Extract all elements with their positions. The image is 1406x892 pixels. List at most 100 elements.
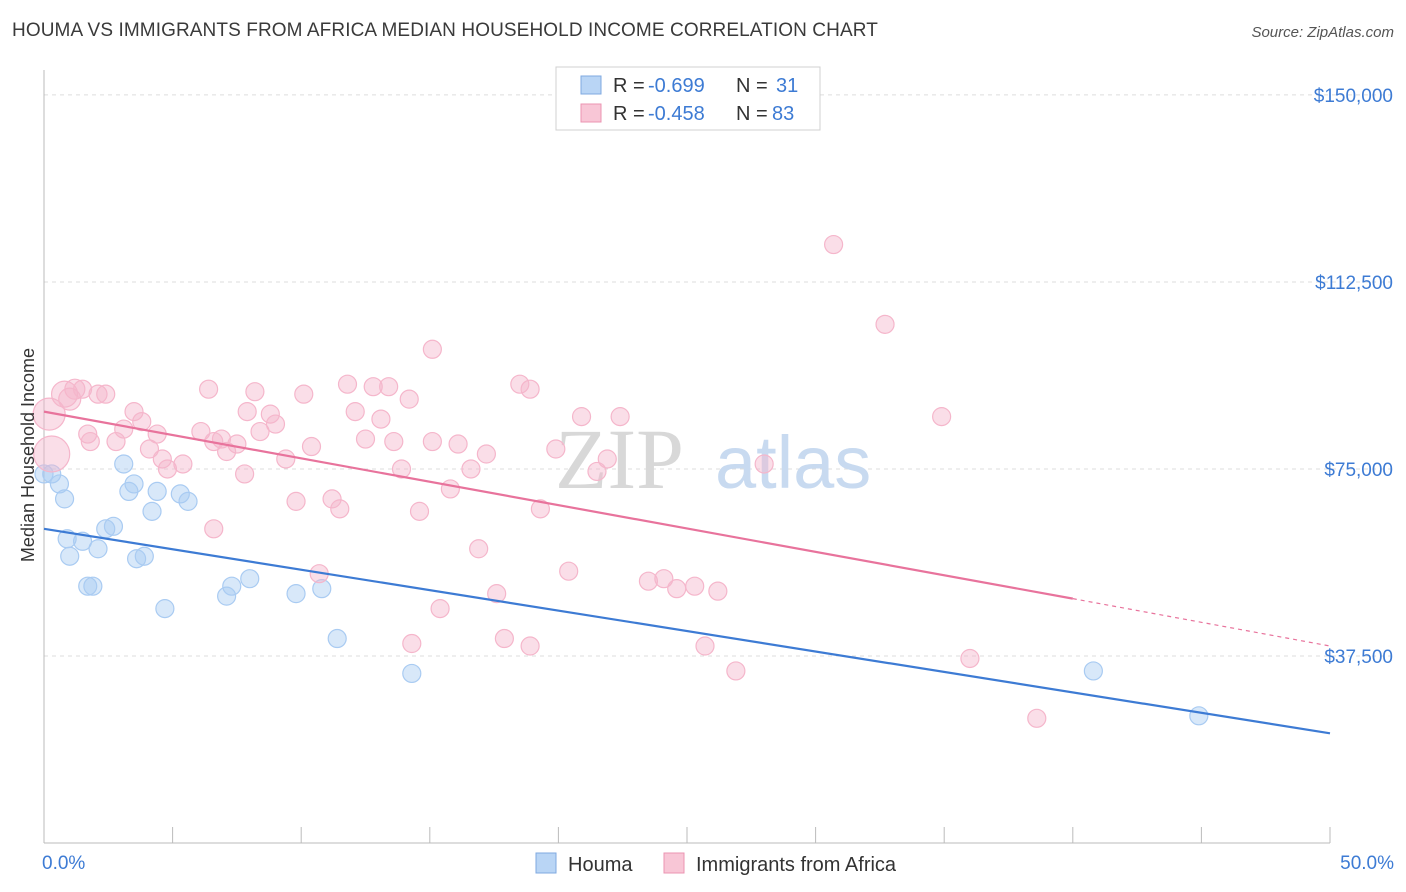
legend-r-value-1: -0.699 xyxy=(648,75,705,97)
trend-line-africa xyxy=(43,410,1073,600)
legend-swatch-africa xyxy=(580,103,602,123)
houma-point-14 xyxy=(126,549,147,569)
africa-point-55 xyxy=(487,584,507,604)
africa-point-27 xyxy=(245,382,265,402)
houma-point-5 xyxy=(72,531,93,551)
africa-point-39 xyxy=(345,402,365,422)
africa-point-24 xyxy=(227,434,247,454)
houma-point-17 xyxy=(147,481,167,502)
africa-point-16 xyxy=(152,449,172,469)
africa-point-17 xyxy=(157,459,178,479)
africa-point-33 xyxy=(294,384,314,404)
africa-point-20 xyxy=(199,379,219,399)
africa-point-30 xyxy=(265,414,286,434)
africa-point-13 xyxy=(132,411,152,432)
africa-point-26 xyxy=(237,402,257,422)
africa-point-64 xyxy=(597,449,617,469)
africa-point-59 xyxy=(530,499,550,519)
houma-point-0 xyxy=(34,464,54,484)
africa-point-47 xyxy=(409,501,430,521)
africa-point-28 xyxy=(250,421,270,442)
houma-point-2 xyxy=(54,489,75,509)
africa-point-72 xyxy=(726,661,746,681)
africa-point-6 xyxy=(78,424,98,444)
africa-point-51 xyxy=(448,434,468,454)
africa-point-82 xyxy=(422,339,442,359)
africa-point-46 xyxy=(399,389,419,409)
y-tick-label-1: $75,000 xyxy=(1324,460,1393,481)
africa-point-29 xyxy=(260,404,280,424)
africa-point-43 xyxy=(379,377,399,397)
houma-point-4 xyxy=(60,546,80,566)
legend-n-label-1: N = xyxy=(736,75,768,97)
y-axis-label: Median Household Income xyxy=(18,348,38,562)
x-tick-label-max: 50.0% xyxy=(1340,853,1394,874)
houma-point-24 xyxy=(286,584,306,604)
africa-point-44 xyxy=(384,431,404,452)
houma-point-20 xyxy=(178,491,198,511)
watermark-atlas: atlas xyxy=(715,421,871,504)
africa-point-49 xyxy=(430,599,450,619)
y-tick-label-3: $150,000 xyxy=(1314,86,1393,107)
africa-point-7 xyxy=(80,431,100,452)
africa-point-79 xyxy=(402,633,422,654)
africa-point-60 xyxy=(546,439,566,459)
africa-point-77 xyxy=(960,648,980,669)
houma-point-27 xyxy=(402,663,422,684)
africa-point-54 xyxy=(476,444,496,464)
africa-point-65 xyxy=(610,407,630,427)
legend-bottom-label-houma: Houma xyxy=(568,854,633,876)
legend-bottom-label-africa: Immigrants from Africa xyxy=(696,854,897,876)
houma-point-1 xyxy=(49,474,70,494)
africa-point-61 xyxy=(559,561,579,581)
trend-line-houma xyxy=(43,527,1331,735)
y-tick-label-0: $37,500 xyxy=(1324,647,1393,668)
africa-point-23 xyxy=(217,441,237,462)
houma-point-7 xyxy=(83,576,103,596)
source-credit: Source: ZipAtlas.com xyxy=(1251,24,1394,41)
series-immigrants-from-africa xyxy=(32,234,1047,728)
africa-point-8 xyxy=(88,384,108,404)
africa-point-80 xyxy=(520,636,540,656)
africa-point-12 xyxy=(124,402,144,422)
africa-point-14 xyxy=(139,439,160,459)
africa-point-18 xyxy=(173,454,193,474)
africa-point-25 xyxy=(235,464,255,484)
series-houma xyxy=(34,454,1209,726)
africa-point-52 xyxy=(461,459,481,479)
africa-point-0 xyxy=(32,397,66,431)
africa-point-67 xyxy=(654,569,674,589)
houma-point-18 xyxy=(155,599,175,619)
africa-point-50 xyxy=(440,479,460,499)
houma-point-8 xyxy=(88,539,108,559)
africa-point-11 xyxy=(114,419,134,439)
africa-point-34 xyxy=(301,436,322,457)
africa-point-41 xyxy=(363,377,383,397)
houma-point-16 xyxy=(142,501,162,521)
africa-point-48 xyxy=(422,431,442,452)
africa-point-62 xyxy=(571,407,592,427)
houma-point-15 xyxy=(134,546,154,566)
africa-point-78 xyxy=(1027,708,1047,728)
africa-point-69 xyxy=(685,576,705,596)
legend-r-value-2: -0.458 xyxy=(648,103,705,125)
houma-point-19 xyxy=(170,484,190,504)
houma-point-23 xyxy=(240,569,260,589)
y-tick-label-2: $112,500 xyxy=(1315,273,1393,294)
houma-point-6 xyxy=(78,576,98,596)
africa-point-5 xyxy=(72,379,93,399)
africa-point-1 xyxy=(33,435,71,473)
africa-point-66 xyxy=(638,571,659,591)
houma-point-29 xyxy=(1189,706,1209,726)
africa-point-73 xyxy=(754,454,774,474)
houma-point-21 xyxy=(217,586,237,606)
africa-point-81 xyxy=(204,519,224,539)
africa-point-68 xyxy=(667,579,687,599)
africa-point-31 xyxy=(276,449,296,469)
africa-point-37 xyxy=(330,499,350,519)
legend-n-value-1: 31 xyxy=(776,75,798,97)
africa-point-4 xyxy=(64,378,86,400)
africa-point-57 xyxy=(510,374,530,394)
africa-point-42 xyxy=(371,409,391,429)
x-tick-label-min: 0.0% xyxy=(42,853,85,874)
